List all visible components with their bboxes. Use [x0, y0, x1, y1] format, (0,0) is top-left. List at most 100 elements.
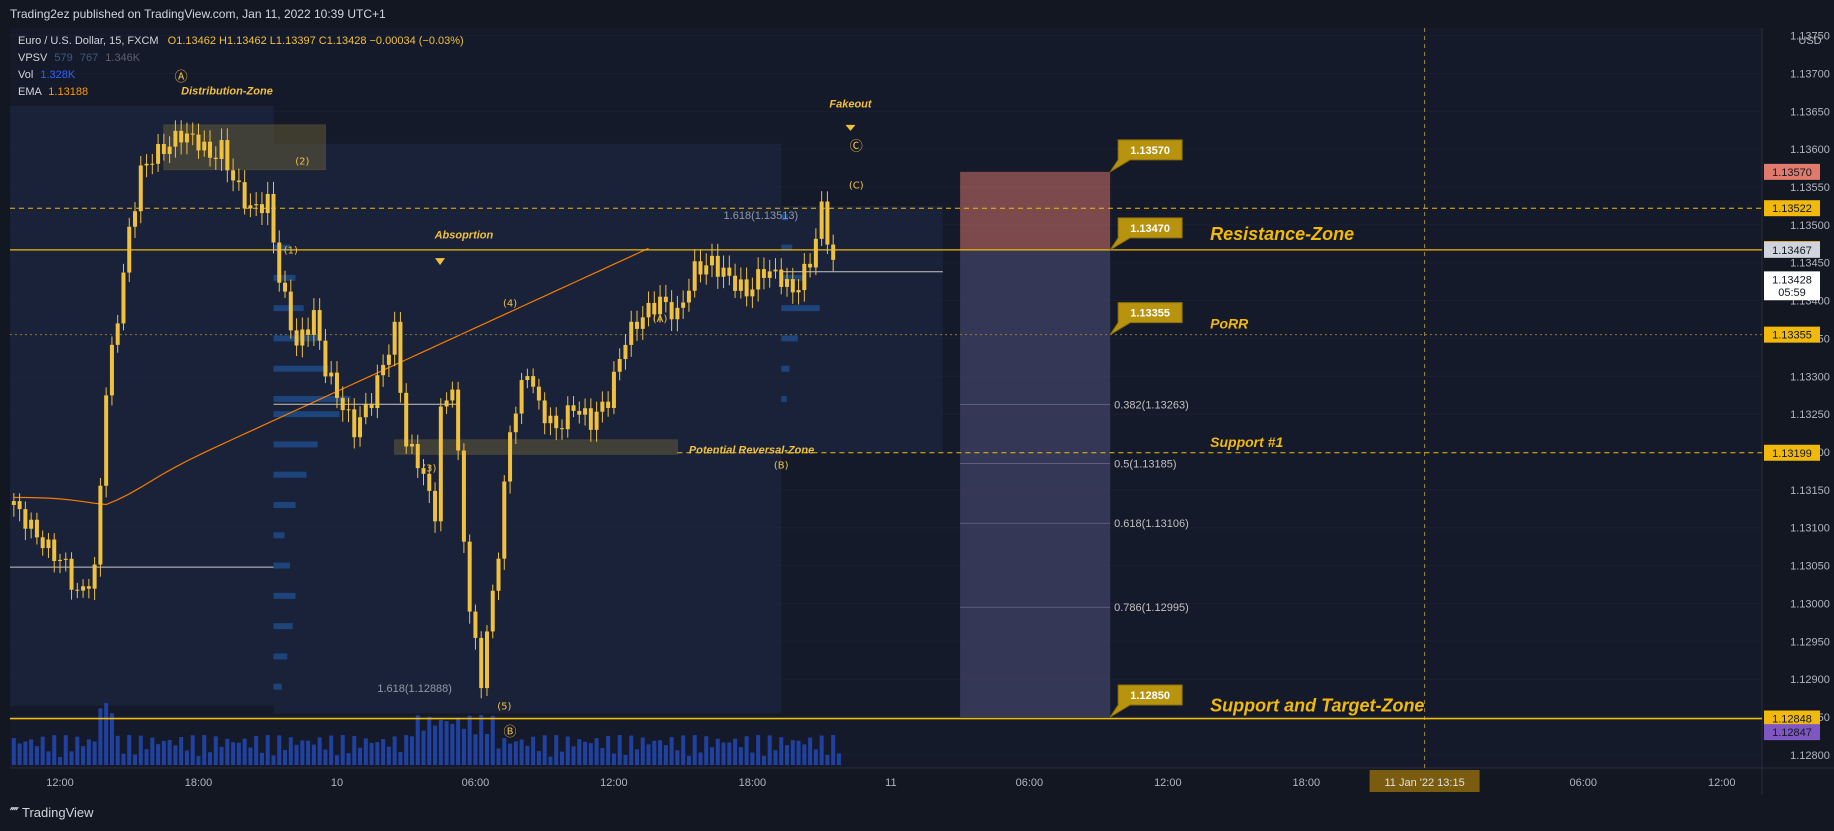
target-callout-label: 1.12850 [1130, 690, 1170, 702]
annotation: Absoprtion [434, 229, 494, 241]
volume-profile-bar [781, 396, 787, 402]
x-tick-label: 06:00 [1016, 777, 1044, 789]
candle-body [340, 397, 345, 411]
vpsv-legend[interactable]: VPSV 579 767 1.346K [18, 50, 140, 66]
wave-label: Ⓑ [504, 725, 517, 740]
candle-body [692, 261, 697, 291]
volume-bar [669, 737, 674, 765]
volume-profile-bar [273, 441, 318, 448]
vpsv-value-b: 767 [79, 52, 99, 64]
candle-body [86, 586, 91, 589]
volume-bar [277, 735, 282, 765]
candle-body [363, 403, 368, 418]
target-callout-label: 1.13470 [1130, 223, 1170, 235]
price-chart[interactable]: 0.382(1.13263) 0.5(1.13185) 0.618(1.13106)… [0, 28, 1834, 795]
symbol-legend[interactable]: Euro / U.S. Dollar, 15, FXCM O1.13462 H1… [18, 33, 464, 49]
volume-bar [363, 738, 368, 765]
candle-body [265, 193, 270, 214]
projection-box-lower [960, 249, 1111, 718]
candle-body [710, 255, 715, 266]
candle-body [300, 329, 305, 346]
volume-bar [508, 743, 513, 765]
candle-body [785, 279, 790, 287]
candle-body [352, 409, 357, 438]
x-tick-label: 06:00 [1570, 777, 1598, 789]
volume-bar [536, 751, 541, 765]
candle-body [236, 180, 241, 183]
candle-body [750, 289, 755, 297]
volume-bar [381, 739, 386, 765]
candle-body [600, 401, 605, 412]
candle-body [450, 389, 455, 401]
candle-body [358, 417, 363, 438]
candle-body [427, 473, 432, 491]
volume-bar [727, 742, 732, 765]
volume-profile-bar [781, 244, 793, 251]
volume-bar [433, 725, 438, 765]
price-tag-label: 1.13570 [1772, 167, 1812, 179]
candle-body [640, 317, 645, 329]
arrow-down [845, 124, 856, 131]
candle-body [271, 193, 276, 243]
price-tag-label: 1.12848 [1772, 714, 1812, 726]
volume-bar [658, 740, 663, 765]
volume-bar [802, 744, 807, 765]
volume-bar [75, 736, 80, 765]
price-tag-label: 1.12847 [1772, 727, 1812, 739]
distribution-zone-box [163, 124, 326, 171]
candle-body [813, 238, 818, 268]
volume-bar [109, 713, 114, 765]
volume-bar [69, 751, 74, 765]
volume-bar [461, 728, 466, 765]
candle-body [138, 165, 143, 212]
annotation: Fakeout [829, 99, 873, 111]
volume-bar [635, 749, 639, 765]
candle-body [490, 590, 495, 632]
volume-bar [133, 754, 138, 765]
volume-bar [836, 753, 841, 765]
ema-line [13, 247, 649, 506]
volume-bar [790, 740, 795, 765]
wave-label: Ⓒ [850, 140, 863, 155]
volume-bar [156, 744, 161, 765]
volume-bar [554, 735, 559, 765]
volume-bar [559, 751, 564, 765]
volume-bar [681, 735, 686, 765]
candle-body [421, 468, 426, 474]
volume-bar [352, 736, 357, 765]
vol-legend[interactable]: Vol 1.328K [18, 67, 75, 83]
volume-bar [375, 742, 380, 765]
candle-body [104, 395, 109, 486]
candle-body [698, 261, 703, 275]
volume-bar [104, 703, 109, 765]
candle-body [92, 564, 97, 589]
candle-body [525, 376, 530, 381]
volume-bar [317, 737, 322, 765]
candle-body [208, 141, 213, 158]
candle-body [369, 403, 374, 409]
candle-body [554, 415, 559, 429]
candle-body [559, 428, 564, 430]
volume-bar [450, 723, 455, 765]
volume-bar [283, 749, 288, 765]
candle-body [167, 146, 172, 154]
y-tick-label: 1.12900 [1790, 674, 1830, 686]
arrow-down [435, 258, 446, 266]
volume-bar [583, 741, 588, 765]
tradingview-logo[interactable]: ⁗ TradingView [10, 805, 94, 820]
volume-bar [11, 738, 16, 765]
candle-body [565, 405, 570, 430]
annotation: Potential Reversal-Zone [689, 445, 814, 457]
ema-legend[interactable]: EMA 1.13188 [18, 84, 88, 100]
volume-bar [202, 735, 207, 765]
volume-bar [190, 735, 195, 765]
volume-bar [542, 735, 547, 765]
candle-body [34, 519, 39, 538]
candle-body [184, 133, 189, 143]
volume-profile-bar [273, 274, 296, 281]
x-tick-label: 12:00 [600, 777, 628, 789]
candle-body [202, 141, 207, 151]
volume-bar [398, 751, 403, 765]
volume-bar [150, 737, 155, 765]
candle-body [346, 409, 351, 411]
